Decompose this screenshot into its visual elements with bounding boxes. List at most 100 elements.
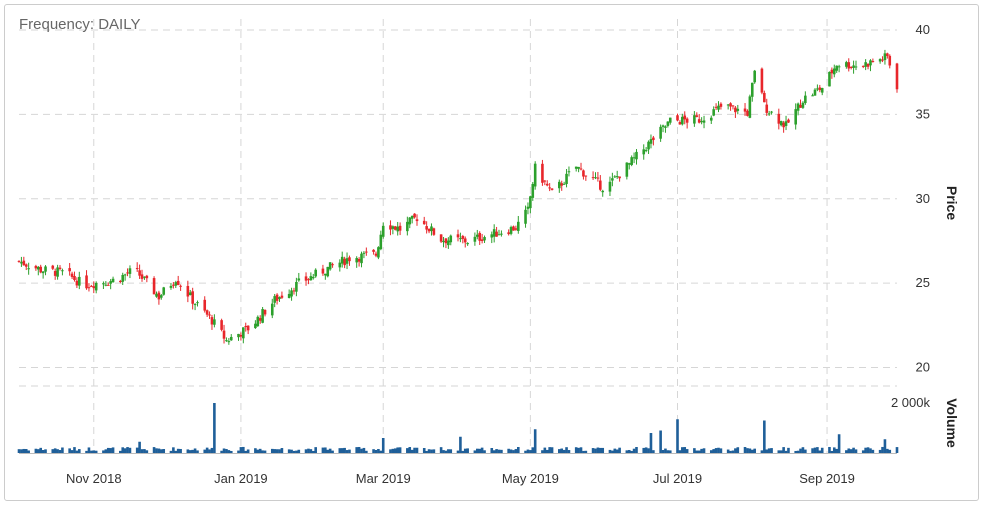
volume-bar[interactable] [579,447,583,453]
candle-body[interactable] [196,302,199,304]
volume-bar[interactable] [360,448,363,453]
candle-body[interactable] [459,238,462,240]
candle-body[interactable] [700,121,703,123]
volume-bar[interactable] [203,449,207,453]
volume-bar[interactable] [152,447,156,453]
volume-bar[interactable] [700,448,703,453]
candle-body[interactable] [109,281,112,284]
volume-bar[interactable] [102,450,105,453]
candle-body[interactable] [275,294,279,301]
candle-body[interactable] [832,68,836,75]
candle-body[interactable] [179,285,182,287]
volume-bar[interactable] [275,449,279,453]
volume-bar[interactable] [213,403,216,453]
volume-bar[interactable] [832,447,836,453]
volume-bar[interactable] [58,450,62,453]
candle-body[interactable] [719,103,723,107]
volume-bar[interactable] [138,441,141,453]
candle-body[interactable] [804,95,807,104]
volume-bar[interactable] [377,448,380,453]
volume-bar[interactable] [408,447,412,453]
candle-body[interactable] [582,170,585,177]
candle-body[interactable] [111,278,115,283]
candle-body[interactable] [391,226,395,229]
volume-bar[interactable] [379,450,383,453]
candle-body[interactable] [866,63,870,67]
candle-body[interactable] [550,188,554,190]
candle-body[interactable] [509,227,513,234]
candle-body[interactable] [746,110,749,116]
volume-bar[interactable] [681,447,684,453]
volume-bar[interactable] [239,447,243,453]
volume-bar[interactable] [664,448,667,453]
volume-bar[interactable] [888,449,892,453]
candle-body[interactable] [396,226,399,232]
volume-bar[interactable] [321,447,325,453]
candle-body[interactable] [85,275,88,289]
candle-body[interactable] [408,217,412,225]
candle-body[interactable] [888,55,892,66]
volume-bar[interactable] [828,446,831,453]
candle-body[interactable] [596,177,600,179]
candle-body[interactable] [813,89,817,96]
candle-body[interactable] [765,104,769,113]
candle-body[interactable] [203,299,207,311]
candle-body[interactable] [811,95,814,97]
candle-body[interactable] [254,323,257,329]
volume-bar[interactable] [871,449,875,453]
candle-body[interactable] [456,234,460,238]
volume-bar[interactable] [324,447,327,453]
volume-bar[interactable] [24,449,28,453]
candle-body[interactable] [697,119,701,123]
volume-bar[interactable] [473,450,477,453]
volume-bar[interactable] [748,448,752,453]
volume-bar[interactable] [51,449,55,453]
candle-body[interactable] [734,107,737,113]
volume-bar[interactable] [820,447,824,453]
volume-bar[interactable] [509,449,513,453]
volume-bar[interactable] [297,449,301,453]
volume-bar[interactable] [599,447,602,453]
candle-body[interactable] [685,118,689,123]
candle-body[interactable] [492,229,496,237]
volume-bar[interactable] [526,449,530,453]
volume-bar[interactable] [577,447,580,453]
volume-bar[interactable] [273,449,276,453]
candle-body[interactable] [794,109,797,125]
volume-bar[interactable] [649,433,653,453]
volume-bar[interactable] [644,447,648,453]
volume-bar[interactable] [391,448,395,453]
candle-body[interactable] [625,162,629,177]
volume-bar[interactable] [497,449,501,453]
candle-body[interactable] [374,253,378,256]
candle-body[interactable] [500,233,503,235]
volume-bar[interactable] [632,448,636,453]
volume-bar[interactable] [635,447,638,453]
volume-bar[interactable] [613,448,617,453]
volume-bar[interactable] [743,447,747,453]
volume-bar[interactable] [652,450,655,453]
candle-body[interactable] [869,60,872,66]
candle-body[interactable] [577,166,580,169]
candle-body[interactable] [835,65,838,71]
volume-bar[interactable] [459,436,462,453]
candle-body[interactable] [157,292,161,300]
volume-bar[interactable] [811,448,814,453]
volume-bar[interactable] [442,450,445,453]
candle-body[interactable] [729,103,732,107]
volume-bar[interactable] [169,450,173,453]
candle-body[interactable] [377,247,380,258]
candle-body[interactable] [526,206,530,209]
volume-bar[interactable] [258,448,262,453]
candle-body[interactable] [726,104,730,106]
volume-bar[interactable] [444,450,448,453]
volume-bar[interactable] [463,448,467,453]
candle-body[interactable] [531,183,535,198]
candle-body[interactable] [398,225,402,231]
candle-body[interactable] [514,228,518,230]
volume-bar[interactable] [256,449,260,453]
candle-body[interactable] [541,163,544,183]
candle-body[interactable] [763,92,766,103]
volume-bar[interactable] [104,449,108,453]
volume-bar[interactable] [242,446,245,453]
